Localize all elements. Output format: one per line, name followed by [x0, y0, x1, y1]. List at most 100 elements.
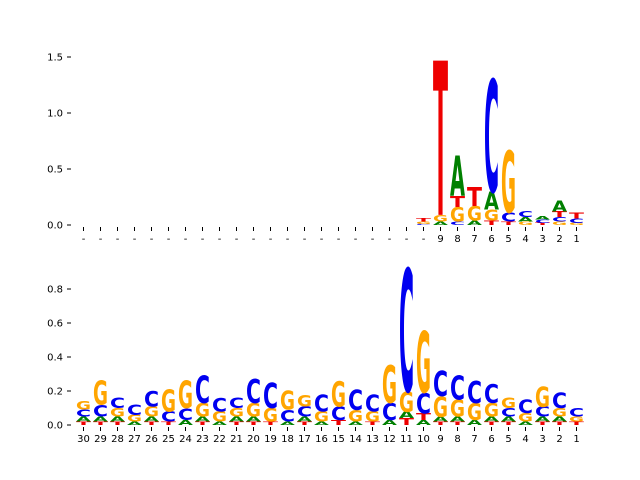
logo-letter-C: C: [127, 402, 142, 418]
logo-letter-A: A: [518, 216, 534, 223]
x-tick-label: 28: [111, 434, 124, 445]
logo-letter-G: G: [450, 396, 465, 423]
x-tick-label: 24: [179, 434, 192, 445]
logo-letter-A: A: [127, 421, 142, 426]
logo-letter-C: C: [314, 391, 329, 418]
x-tick-label: 2: [556, 434, 562, 445]
x-tick-label: 2: [556, 234, 562, 245]
logo-letter-G: G: [467, 202, 482, 226]
x-tick-label: 9: [437, 234, 443, 245]
x-tick-label: 5: [505, 434, 511, 445]
x-tick-label: -: [99, 234, 103, 245]
x-tick-label: 1: [573, 234, 579, 245]
logo-letter-A: A: [178, 419, 194, 427]
logo-letter-T: T: [144, 421, 161, 426]
logo-letter-C: C: [450, 221, 466, 226]
logo-letter-A: A: [552, 199, 567, 217]
x-tick-label: 11: [400, 434, 413, 445]
logo-letter-T: T: [263, 421, 280, 426]
logo-letter-C: C: [110, 395, 125, 411]
x-tick-label: 12: [383, 434, 396, 445]
logo-letter-T: T: [110, 421, 127, 426]
logo-letter-G: G: [382, 356, 397, 416]
logo-letter-G: G: [263, 404, 278, 426]
logo-letter-C: C: [552, 389, 567, 413]
x-tick-label: 9: [437, 434, 443, 445]
logo-letter-T: T: [569, 421, 586, 426]
logo-letter-G: G: [110, 406, 125, 420]
logo-letter-T: T: [450, 194, 465, 212]
logo-letter-T: T: [416, 218, 433, 223]
logo-letter-A: A: [314, 421, 329, 426]
logo-letter-G: G: [280, 386, 295, 416]
logo-letter-A: A: [76, 416, 92, 424]
x-tick-label: -: [218, 234, 222, 245]
logo-letter-C: C: [195, 370, 210, 412]
logo-letter-C: C: [76, 409, 91, 420]
x-tick-label: 3: [539, 234, 545, 245]
logo-letter-T: T: [484, 421, 501, 426]
x-tick-label: -: [82, 234, 86, 245]
logo-letter-C: C: [450, 370, 465, 408]
logo-letter-C: C: [212, 394, 227, 416]
logo-letter-G: G: [348, 407, 363, 426]
logo-letter-C: C: [535, 219, 551, 224]
logo-letter-C: C: [484, 379, 499, 409]
logo-letter-G: G: [518, 221, 533, 226]
logo-letter-T: T: [467, 182, 483, 212]
logo-letter-A: A: [382, 419, 398, 427]
x-tick-label: -: [150, 234, 154, 245]
logo-letter-T: T: [246, 421, 263, 426]
logo-letter-T: T: [535, 222, 550, 226]
logo-letter-T: T: [501, 421, 518, 426]
x-tick-label: 18: [281, 434, 294, 445]
x-tick-label: 6: [488, 234, 494, 245]
logo-letter-G: G: [569, 222, 584, 226]
logo-letter-T: T: [433, 421, 450, 426]
logo-letter-A: A: [484, 188, 500, 216]
logo-letter-G: G: [518, 411, 533, 425]
logo-letter-G: G: [552, 406, 567, 420]
logo-letter-A: A: [450, 416, 466, 424]
y-tick-label: 0.5: [47, 165, 63, 176]
y-tick-label: 1.5: [47, 53, 63, 64]
x-tick-label: 1: [573, 434, 579, 445]
x-tick-label: 5: [505, 234, 511, 245]
logo-letter-T: T: [297, 421, 314, 426]
logo-letter-G: G: [433, 391, 448, 423]
logo-letter-A: A: [433, 221, 448, 226]
logo-letter-C: C: [93, 402, 108, 421]
x-tick-label: 23: [196, 434, 209, 445]
logo-letter-A: A: [535, 215, 550, 220]
logo-letter-T: T: [552, 421, 569, 426]
logo-letter-C: C: [416, 223, 431, 225]
logo-letter-A: A: [518, 421, 533, 426]
logo-letter-G: G: [195, 399, 210, 421]
logo-letter-G: G: [450, 203, 465, 227]
logo-letter-T: T: [195, 421, 212, 426]
logo-letter-G: G: [365, 409, 380, 425]
logo-letter-G: G: [484, 207, 499, 225]
logo-letter-T: T: [93, 421, 110, 426]
x-tick-label: 20: [247, 434, 260, 445]
logo-letter-G: G: [416, 221, 431, 225]
x-tick-label: 29: [94, 434, 107, 445]
logo-letter-C: C: [348, 384, 363, 416]
logo-letter-A: A: [229, 416, 245, 424]
x-tick-label: 19: [264, 434, 277, 445]
logo-letter-G: G: [569, 416, 584, 424]
logo-letter-A: A: [212, 421, 227, 426]
x-tick-label: -: [388, 234, 392, 245]
logo-letter-T: T: [416, 412, 432, 423]
x-tick-label: 7: [471, 434, 477, 445]
x-tick-label: -: [133, 234, 137, 245]
logo-letter-G: G: [433, 214, 448, 225]
x-tick-label: 3: [539, 434, 545, 445]
x-tick-label: 25: [162, 434, 175, 445]
logo-letter-G: G: [501, 135, 516, 233]
logo-letter-T: T: [535, 421, 552, 426]
logo-letter-A: A: [93, 416, 109, 424]
logo-letter-A: A: [348, 421, 363, 426]
logo-letter-A: A: [467, 419, 483, 427]
